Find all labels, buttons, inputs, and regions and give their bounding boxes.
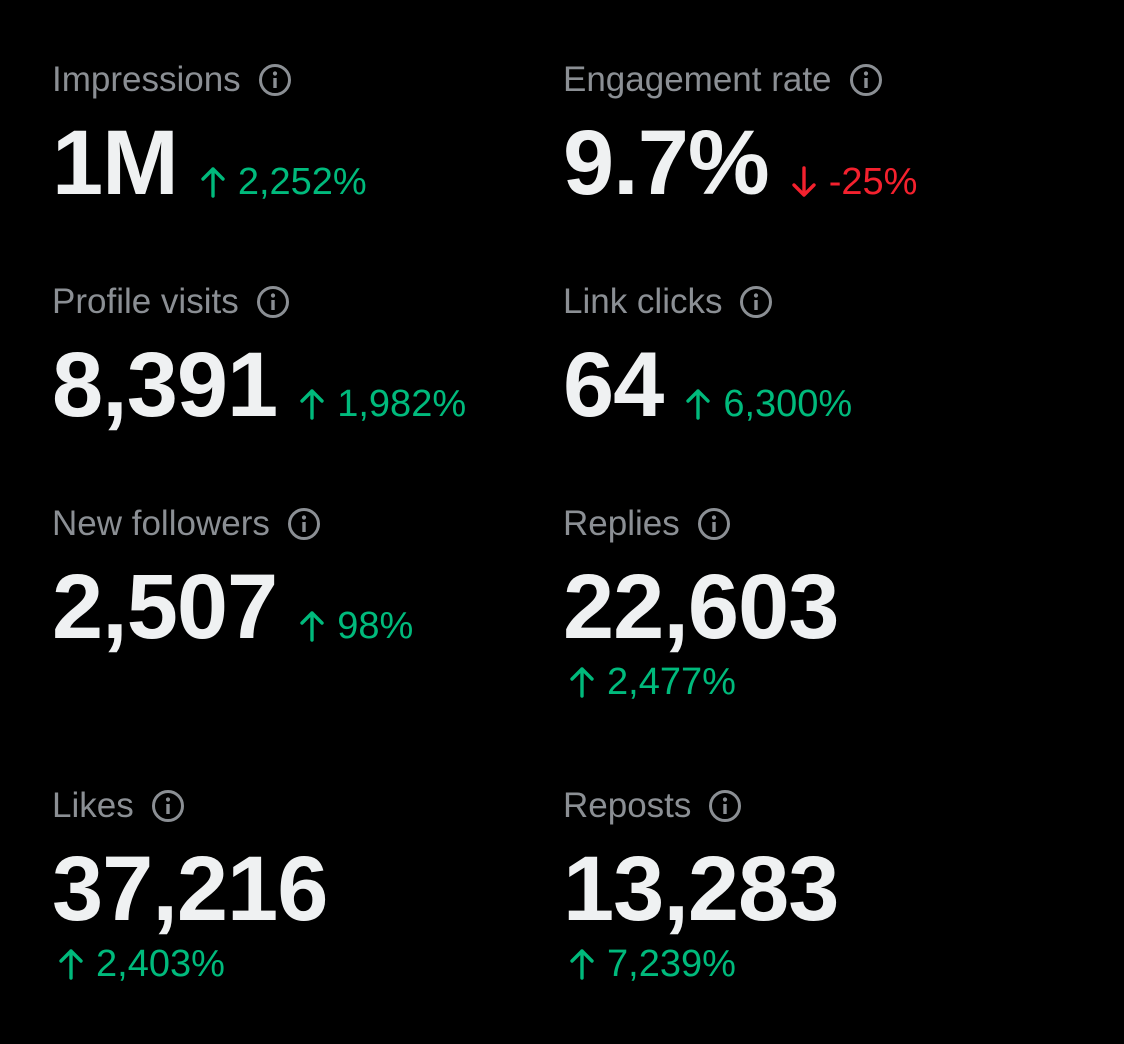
info-circle-icon[interactable] xyxy=(287,507,321,541)
metric-value: 37,216 xyxy=(52,838,328,940)
metric-value-row: 9.7% -25% xyxy=(563,113,917,213)
metric-value-row: 37,216 xyxy=(52,838,328,940)
metric-value: 1M xyxy=(52,112,179,214)
metric-label: Impressions xyxy=(52,60,241,99)
metric-change: 6,300% xyxy=(685,379,852,429)
metric-label-row: Profile visits xyxy=(52,277,466,327)
metric-engagement-rate: Engagement rate 9.7% -25% xyxy=(563,55,917,213)
metric-value: 9.7% xyxy=(563,112,770,214)
arrow-up-icon xyxy=(569,947,595,981)
metric-value-row: 8,391 1,982% xyxy=(52,335,466,435)
metric-value: 22,603 xyxy=(563,556,839,658)
arrow-up-icon xyxy=(299,609,325,643)
metric-value-row: 2,507 98% xyxy=(52,557,413,657)
metric-label: New followers xyxy=(52,504,270,543)
metric-label: Replies xyxy=(563,504,680,543)
metric-label: Profile visits xyxy=(52,282,239,321)
metric-label: Engagement rate xyxy=(563,60,832,99)
metric-value: 64 xyxy=(563,334,664,436)
metric-likes: Likes 37,216 2,403% xyxy=(52,781,328,989)
metric-value-row: 22,603 xyxy=(563,556,839,658)
info-circle-icon[interactable] xyxy=(739,285,773,319)
info-circle-icon[interactable] xyxy=(151,789,185,823)
metric-change-value: -25% xyxy=(828,161,918,203)
metric-replies: Replies 22,603 2,477% xyxy=(563,499,839,707)
metric-change-value: 2,477% xyxy=(607,661,736,703)
metric-change-value: 1,982% xyxy=(337,383,467,425)
metric-value: 8,391 xyxy=(52,334,278,436)
metric-label-row: Impressions xyxy=(52,55,367,105)
metric-label-row: Link clicks xyxy=(563,277,852,327)
metric-change: 7,239% xyxy=(569,939,838,989)
metric-value: 13,283 xyxy=(563,838,839,940)
metric-label-row: Replies xyxy=(563,499,838,549)
metric-change-value: 98% xyxy=(337,605,414,647)
metric-label-row: Engagement rate xyxy=(563,55,917,105)
metric-label-row: New followers xyxy=(52,499,413,549)
arrow-down-icon xyxy=(791,165,817,199)
metric-label-row: Likes xyxy=(52,781,327,831)
arrow-up-icon xyxy=(569,665,595,699)
info-circle-icon[interactable] xyxy=(708,789,742,823)
arrow-up-icon xyxy=(200,165,226,199)
metric-value: 2,507 xyxy=(52,556,278,658)
metric-label: Likes xyxy=(52,786,134,825)
metric-reposts: Reposts 13,283 7,239% xyxy=(563,781,839,989)
info-circle-icon[interactable] xyxy=(697,507,731,541)
metric-change-value: 6,300% xyxy=(723,383,853,425)
metric-change: 98% xyxy=(299,601,413,651)
metric-change-value: 2,252% xyxy=(237,161,367,203)
metric-impressions: Impressions 1M 2,252% xyxy=(52,55,367,213)
metric-profile-visits: Profile visits 8,391 1,982% xyxy=(52,277,466,435)
info-circle-icon[interactable] xyxy=(258,63,292,97)
metric-label: Link clicks xyxy=(563,282,723,321)
arrow-up-icon xyxy=(58,947,84,981)
metric-label: Reposts xyxy=(563,786,692,825)
metric-change: 2,252% xyxy=(200,157,367,207)
metric-value-row: 1M 2,252% xyxy=(52,113,367,213)
metric-link-clicks: Link clicks 64 6,300% xyxy=(563,277,852,435)
metric-change: 1,982% xyxy=(299,379,466,429)
metric-value-row: 64 6,300% xyxy=(563,335,852,435)
metric-change: 2,403% xyxy=(58,939,327,989)
metric-value-row: 13,283 xyxy=(563,838,839,940)
info-circle-icon[interactable] xyxy=(849,63,883,97)
metric-change: -25% xyxy=(791,157,918,207)
metric-new-followers: New followers 2,507 98% xyxy=(52,499,413,657)
arrow-up-icon xyxy=(299,387,325,421)
metric-change: 2,477% xyxy=(569,657,838,707)
metric-change-value: 2,403% xyxy=(96,943,225,985)
metric-change-value: 7,239% xyxy=(607,943,736,985)
arrow-up-icon xyxy=(685,387,711,421)
metric-label-row: Reposts xyxy=(563,781,838,831)
info-circle-icon[interactable] xyxy=(256,285,290,319)
